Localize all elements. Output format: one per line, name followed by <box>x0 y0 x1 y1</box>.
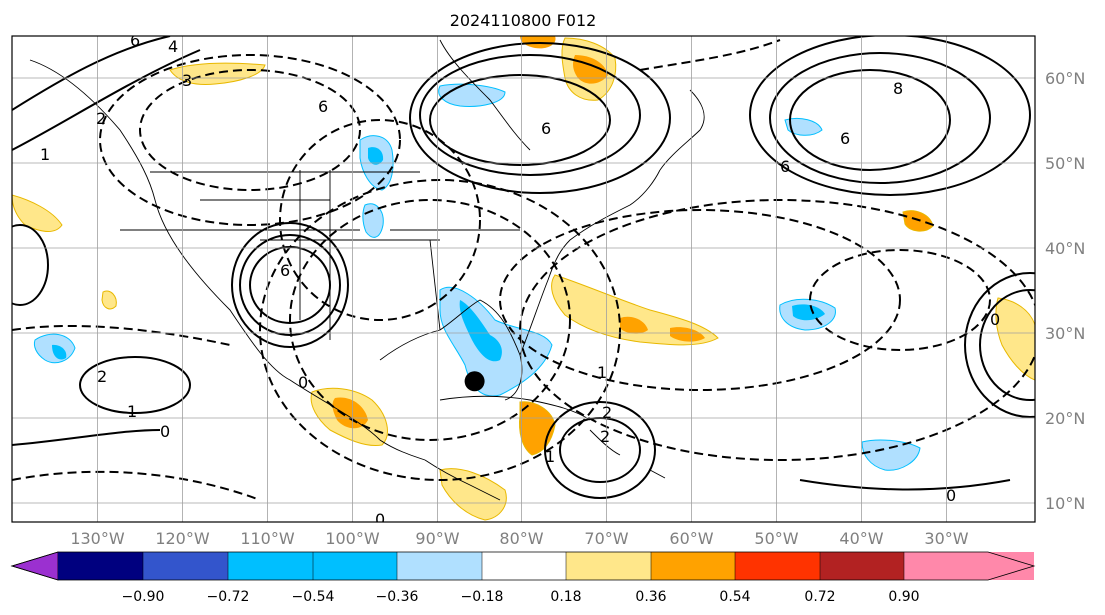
colorbar-label: 0.90 <box>888 589 919 605</box>
contour-labels: 6 4 3 1 2 6 6 6 8 6 6 1 0 2 0 0 0 1 1 2 <box>40 31 1000 529</box>
lat-tick-label: 60°N <box>1045 69 1085 88</box>
colorbar-segment <box>313 552 397 580</box>
colorbar-segment <box>566 552 651 580</box>
colorbar-label: 0.54 <box>719 589 750 605</box>
lon-tick-label: 50°W <box>754 529 798 548</box>
colorbar-segment <box>143 552 228 580</box>
colorbar-segment <box>735 552 820 580</box>
colorbar-label: −0.36 <box>376 589 419 605</box>
contour-label: 0 <box>990 310 1000 329</box>
lon-tick-label: 100°W <box>325 529 380 548</box>
lat-tick-label: 30°N <box>1045 324 1085 343</box>
lon-tick-label: 70°W <box>584 529 628 548</box>
colorbar-segment <box>397 552 482 580</box>
lon-tick-label: 110°W <box>240 529 295 548</box>
contour-label: 6 <box>318 97 328 116</box>
contour-label: 1 <box>545 447 555 466</box>
contour-label: 1 <box>40 145 50 164</box>
contour-label: 2 <box>97 367 107 386</box>
storm-center-marker <box>464 371 485 392</box>
contour-label: 2 <box>96 109 106 128</box>
contour-label: 6 <box>541 119 551 138</box>
contour-label: 0 <box>375 510 385 529</box>
contour-label: 6 <box>840 129 850 148</box>
contour-label: 2 <box>602 403 612 422</box>
contour-label: 0 <box>946 486 956 505</box>
contour-label: 1 <box>127 402 137 421</box>
lon-tick-label: 120°W <box>155 529 210 548</box>
lat-tick-label: 50°N <box>1045 154 1085 173</box>
contour-label: 2 <box>600 427 610 446</box>
contour-label: 0 <box>160 422 170 441</box>
lon-tick-label: 80°W <box>499 529 543 548</box>
contour-label: 6 <box>280 261 290 280</box>
colorbar-label: 0.72 <box>804 589 835 605</box>
colorbar-label: 0.36 <box>635 589 666 605</box>
lon-tick-label: 130°W <box>70 529 125 548</box>
lon-tick-label: 60°W <box>669 529 713 548</box>
colorbar: −0.90 −0.72 −0.54 −0.36 −0.18 0.18 0.36 … <box>10 551 1036 605</box>
longitude-axis: 130°W 120°W 110°W 100°W 90°W 80°W 70°W 6… <box>70 529 968 548</box>
contour-label: 8 <box>893 79 903 98</box>
colorbar-label: 0.18 <box>550 589 581 605</box>
lat-tick-label: 20°N <box>1045 409 1085 428</box>
map-panel: 6 4 3 1 2 6 6 6 8 6 6 1 0 2 0 0 0 1 1 2 <box>11 31 1036 529</box>
colorbar-segment <box>58 552 143 580</box>
colorbar-segment <box>482 552 566 580</box>
lon-tick-label: 90°W <box>415 529 459 548</box>
colorbar-label: −0.72 <box>207 589 250 605</box>
contour-label: 3 <box>182 71 192 90</box>
colorbar-segment <box>228 552 313 580</box>
map-frame <box>11 35 1036 523</box>
colorbar-outline <box>10 551 1036 581</box>
contours-negative <box>12 39 1035 501</box>
colorbar-label: −0.18 <box>461 589 504 605</box>
contour-label: 1 <box>597 363 607 382</box>
colorbar-segment <box>820 552 904 580</box>
lat-tick-label: 40°N <box>1045 239 1085 258</box>
latitude-axis: 60°N 50°N 40°N 30°N 20°N 10°N <box>1045 69 1085 513</box>
lat-tick-label: 10°N <box>1045 494 1085 513</box>
lon-tick-label: 30°W <box>924 529 968 548</box>
contours <box>12 36 1035 499</box>
contour-label: 6 <box>130 31 140 50</box>
colorbar-label: −0.90 <box>122 589 165 605</box>
colorbar-label: −0.54 <box>292 589 335 605</box>
contour-label: 0 <box>298 373 308 392</box>
colorbar-segment <box>651 552 735 580</box>
contour-label: 6 <box>780 157 790 176</box>
colorbar-segment <box>904 552 1034 580</box>
contour-label: 4 <box>168 37 178 56</box>
colorbar-extend-low <box>10 551 59 581</box>
figure-title: 2024110800 F012 <box>450 11 597 30</box>
lon-tick-label: 40°W <box>839 529 883 548</box>
gridlines <box>12 36 1035 522</box>
coastlines <box>29 39 705 501</box>
